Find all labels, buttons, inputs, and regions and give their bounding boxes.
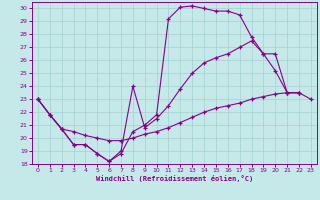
X-axis label: Windchill (Refroidissement éolien,°C): Windchill (Refroidissement éolien,°C) [96,175,253,182]
